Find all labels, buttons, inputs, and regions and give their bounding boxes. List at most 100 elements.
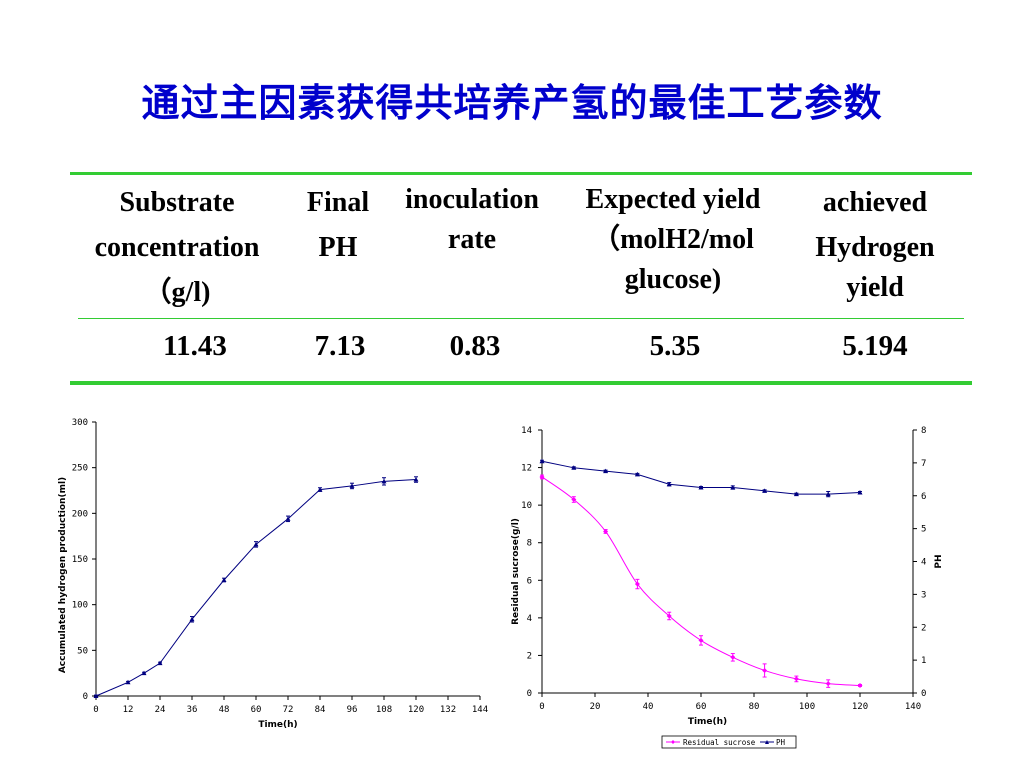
x-tick-label: 60 [251, 705, 262, 715]
hydrogen-production-chart: 0 50 100 150 200 250 300 0 12 24 36 48 60 72 84 96 108 12… [58, 418, 488, 730]
cell-expected-yield: 5.35 [649, 330, 701, 362]
x-tick-label: 144 [472, 705, 488, 715]
y-tick-label: 2 [527, 651, 532, 661]
y-tick-label: 8 [527, 539, 532, 549]
x-tick-label: 140 [905, 702, 921, 712]
x-tick-label: 80 [749, 702, 760, 712]
header-substrate-concentration: Substrate concentration （g/l) [94, 187, 260, 308]
legend-ph-label: PH [776, 738, 786, 747]
x-tick-label: 108 [376, 705, 392, 715]
x-tick-label: 48 [219, 705, 230, 715]
y-tick-label: 6 [527, 576, 532, 586]
y-tick-label: 300 [72, 418, 88, 428]
data-point [253, 541, 259, 547]
y2-tick-label: 0 [921, 689, 926, 699]
cell-inoculation-rate: 0.83 [449, 330, 501, 362]
y2-tick-label: 8 [921, 426, 926, 436]
ph-point [571, 465, 577, 470]
sucrose-point [698, 637, 704, 643]
y-tick-label: 150 [72, 555, 88, 565]
data-point [189, 616, 195, 622]
y-tick-label: 0 [83, 692, 88, 702]
x-tick-label: 12 [123, 705, 134, 715]
x-tick-label: 36 [187, 705, 198, 715]
sucrose-point [825, 681, 831, 687]
header-inoculation-rate: inoculation rate [405, 184, 539, 255]
ph-point [825, 491, 831, 497]
y2-tick-label: 7 [921, 459, 926, 469]
data-point [349, 483, 355, 488]
data-point [413, 477, 419, 482]
x-tick-label: 120 [852, 702, 868, 712]
y2-tick-label: 5 [921, 525, 926, 535]
y-tick-label: 4 [527, 614, 532, 624]
sucrose-point [762, 667, 768, 673]
ph-point [762, 488, 768, 493]
sucrose-point [793, 676, 799, 682]
y2-tick-label: 3 [921, 590, 926, 600]
ph-point [793, 491, 799, 497]
x-tick-label: 72 [283, 705, 294, 715]
series-line [95, 479, 417, 697]
sucrose-point [857, 682, 863, 688]
y2-tick-label: 2 [921, 623, 926, 633]
legend-sucrose-marker [671, 740, 675, 744]
slide-title: 通过主因素获得共培养产氢的最佳工艺参数 [141, 81, 883, 125]
data-point [157, 660, 163, 666]
legend-sucrose-label: Residual sucrose [683, 738, 756, 747]
y-tick-label: 12 [521, 464, 532, 474]
ph-point [857, 489, 863, 495]
y2-tick-label: 6 [921, 492, 926, 502]
sucrose-point [666, 613, 672, 619]
y-tick-label: 0 [527, 689, 532, 699]
x-axis-label: Time(h) [258, 720, 297, 730]
cell-final-ph: 7.13 [314, 330, 366, 362]
x-axis-label: Time(h) [688, 717, 727, 727]
x-tick-label: 20 [590, 702, 601, 712]
ph-point [666, 481, 672, 487]
x-tick-label: 96 [347, 705, 358, 715]
y-axis-label: Residual sucrose(g/l) [511, 518, 521, 625]
y-tick-label: 100 [72, 601, 88, 611]
cell-substrate-concentration: 11.43 [163, 330, 227, 362]
table-top-rule [70, 172, 972, 175]
x-tick-label: 84 [315, 705, 326, 715]
header-achieved-hydrogen-yield: achieved Hydrogen yield [815, 187, 935, 303]
y-tick-label: 200 [72, 509, 88, 519]
ph-point [539, 458, 545, 464]
x-tick-label: 24 [155, 705, 166, 715]
table-bottom-rule [70, 381, 972, 385]
ph-point [698, 485, 704, 490]
x-tick-label: 100 [799, 702, 815, 712]
x-tick-label: 0 [93, 705, 98, 715]
table-header-rule [78, 318, 964, 319]
data-point [381, 478, 387, 484]
data-point [93, 693, 99, 698]
data-point [141, 670, 147, 676]
y2-axis-label: PH [934, 554, 944, 568]
x-tick-label: 0 [539, 702, 544, 712]
y-tick-label: 50 [77, 646, 88, 656]
data-point [125, 679, 131, 685]
y-tick-label: 14 [521, 426, 532, 436]
ph-point [603, 468, 609, 474]
cell-achieved-yield: 5.194 [842, 330, 908, 362]
x-tick-label: 60 [696, 702, 707, 712]
legend-box [661, 735, 797, 749]
sucrose-point [571, 497, 577, 503]
sucrose-point [603, 528, 609, 534]
y-tick-label: 250 [72, 464, 88, 474]
x-tick-label: 120 [408, 705, 424, 715]
y2-tick-label: 4 [921, 558, 926, 568]
x-tick-label: 40 [643, 702, 654, 712]
data-point [317, 487, 323, 492]
x-tick-label: 132 [440, 705, 456, 715]
ph-point [730, 485, 736, 490]
data-point [285, 516, 291, 521]
sucrose-point [634, 581, 640, 587]
y-axis-label: Accumulated hydrogen production(ml) [58, 477, 68, 673]
sucrose-point [730, 654, 736, 660]
sucrose-line [541, 476, 861, 686]
sucrose-point [539, 474, 545, 480]
